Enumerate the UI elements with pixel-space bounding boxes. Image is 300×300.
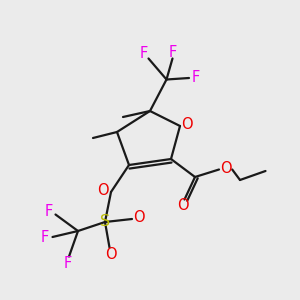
Text: O: O	[181, 117, 192, 132]
Text: S: S	[100, 214, 110, 230]
Text: F: F	[140, 46, 148, 62]
Text: O: O	[133, 210, 144, 225]
Text: F: F	[63, 256, 72, 271]
Text: O: O	[177, 198, 189, 213]
Text: F: F	[41, 230, 49, 244]
Text: F: F	[45, 204, 53, 219]
Text: F: F	[191, 70, 200, 86]
Text: O: O	[105, 247, 117, 262]
Text: O: O	[220, 160, 231, 175]
Text: F: F	[168, 45, 177, 60]
Text: O: O	[97, 183, 108, 198]
